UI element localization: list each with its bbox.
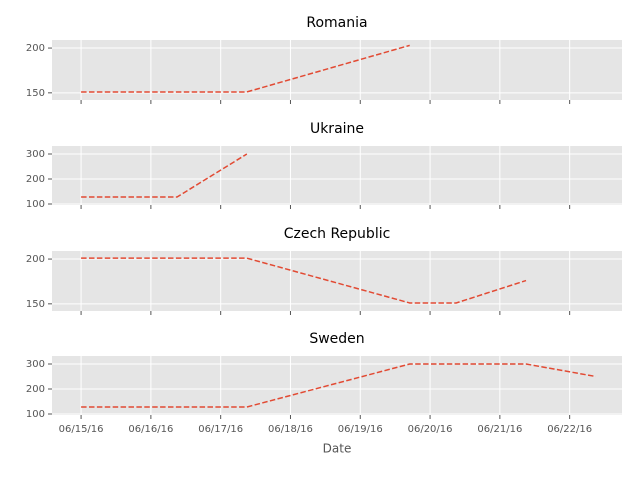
- x-tick-label: 06/22/16: [547, 424, 592, 435]
- x-tick-label: 06/15/16: [59, 424, 104, 435]
- y-tick-label: 200: [26, 384, 45, 395]
- plot-area: [52, 146, 622, 205]
- subplot-title: Ukraine: [310, 121, 364, 137]
- plot-area: [52, 356, 622, 415]
- plot-area: [52, 40, 622, 100]
- x-tick-label: 06/21/16: [477, 424, 522, 435]
- y-tick-label: 300: [26, 149, 45, 160]
- plot-area: [52, 251, 622, 311]
- y-tick-label: 100: [26, 409, 45, 420]
- y-tick-label: 200: [26, 174, 45, 185]
- x-tick-label: 06/16/16: [128, 424, 173, 435]
- x-tick-label: 06/18/16: [268, 424, 313, 435]
- subplot-title: Romania: [306, 15, 367, 31]
- y-tick-label: 150: [26, 299, 45, 310]
- y-tick-label: 200: [26, 43, 45, 54]
- x-tick-label: 06/19/16: [338, 424, 383, 435]
- y-tick-label: 150: [26, 88, 45, 99]
- subplot-title: Sweden: [309, 331, 364, 347]
- data-line: [81, 44, 410, 93]
- x-axis-label: Date: [323, 442, 352, 456]
- x-tick-label: 06/17/16: [198, 424, 243, 435]
- data-line: [81, 363, 596, 408]
- x-tick-label: 06/20/16: [408, 424, 453, 435]
- data-line: [81, 257, 527, 304]
- y-tick-label: 100: [26, 199, 45, 210]
- subplot-title: Czech Republic: [284, 226, 391, 242]
- y-tick-label: 200: [26, 254, 45, 265]
- data-line: [81, 153, 248, 198]
- y-tick-label: 300: [26, 359, 45, 370]
